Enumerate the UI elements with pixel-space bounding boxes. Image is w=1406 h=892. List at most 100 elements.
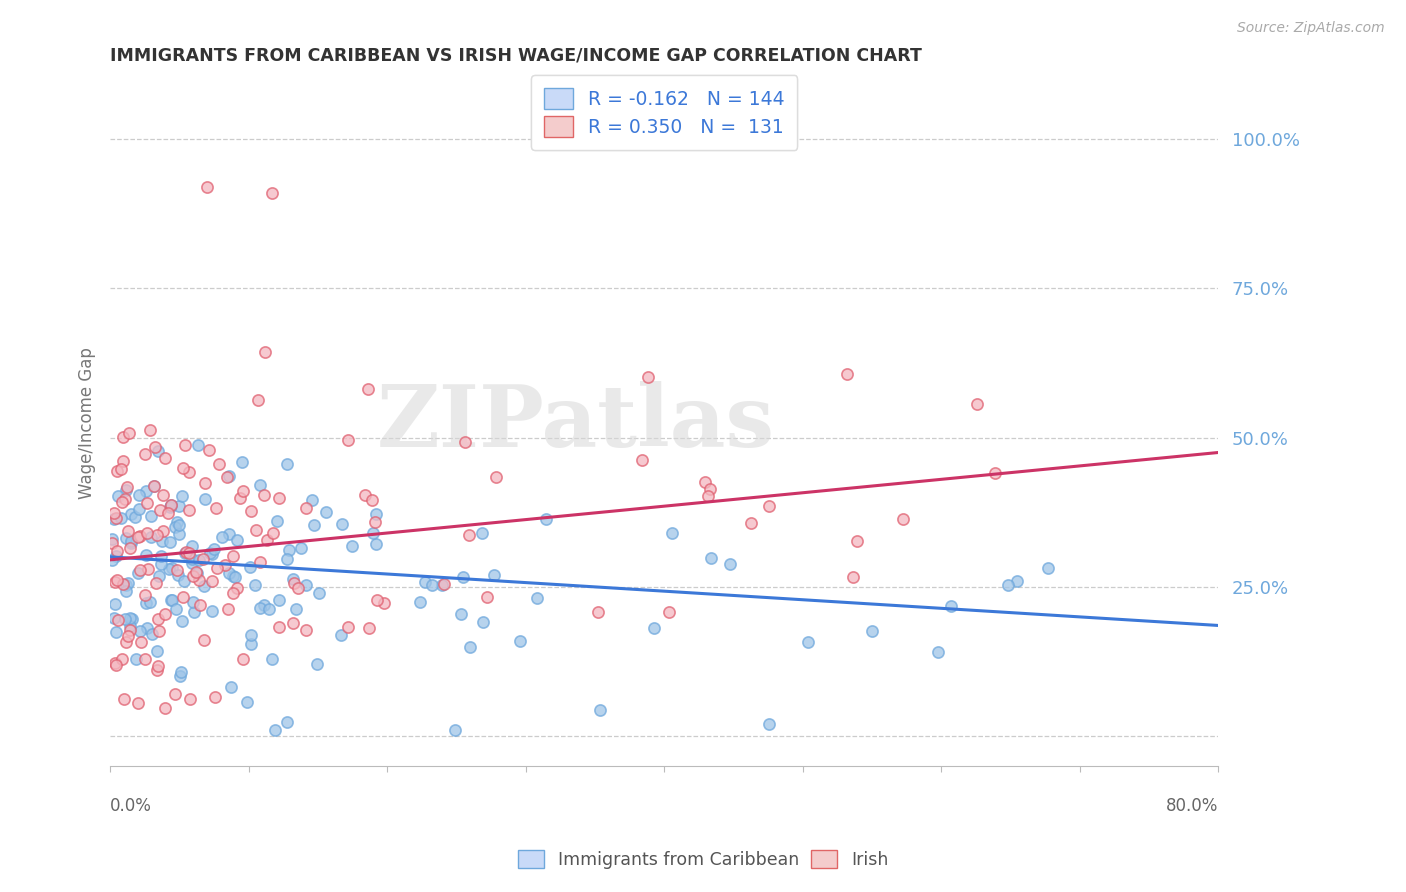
- Point: [112, 430, 135, 444]
- Point: [163, 520, 186, 534]
- Point: [181, 556, 204, 570]
- Point: [181, 569, 204, 583]
- Point: [484, 568, 506, 582]
- Point: [893, 511, 915, 525]
- Point: [276, 457, 298, 471]
- Point: [170, 489, 193, 503]
- Point: [217, 470, 239, 484]
- Legend: Immigrants from Caribbean, Irish: Immigrants from Caribbean, Irish: [510, 844, 896, 876]
- Point: [204, 690, 226, 704]
- Point: [643, 621, 665, 635]
- Point: [117, 524, 139, 538]
- Point: [758, 717, 780, 731]
- Point: [135, 548, 157, 562]
- Point: [115, 483, 138, 497]
- Point: [128, 502, 150, 516]
- Point: [860, 624, 883, 638]
- Point: [105, 624, 128, 639]
- Point: [135, 495, 157, 509]
- Point: [217, 601, 239, 615]
- Point: [160, 561, 183, 575]
- Text: ZIPatlas: ZIPatlas: [377, 381, 775, 465]
- Point: [526, 591, 548, 606]
- Point: [290, 541, 312, 556]
- Point: [100, 533, 122, 547]
- Point: [149, 503, 172, 517]
- Point: [127, 530, 149, 544]
- Point: [114, 635, 136, 649]
- Point: [166, 563, 188, 577]
- Point: [983, 467, 1005, 481]
- Point: [797, 635, 820, 649]
- Point: [202, 542, 225, 557]
- Point: [262, 525, 284, 540]
- Point: [262, 652, 284, 666]
- Point: [354, 488, 377, 502]
- Point: [253, 598, 276, 612]
- Point: [361, 492, 384, 507]
- Point: [1005, 574, 1028, 588]
- Point: [104, 574, 127, 589]
- Point: [294, 578, 316, 592]
- Point: [283, 616, 305, 631]
- Point: [304, 518, 326, 533]
- Text: 80.0%: 80.0%: [1166, 797, 1219, 814]
- Point: [697, 489, 720, 503]
- Point: [301, 492, 323, 507]
- Point: [120, 619, 142, 633]
- Point: [134, 446, 156, 460]
- Point: [145, 528, 167, 542]
- Point: [148, 624, 170, 638]
- Point: [172, 591, 194, 605]
- Point: [190, 598, 212, 612]
- Point: [179, 546, 201, 560]
- Point: [128, 563, 150, 577]
- Point: [315, 505, 337, 519]
- Point: [432, 578, 454, 592]
- Point: [337, 620, 360, 634]
- Point: [167, 517, 190, 532]
- Point: [637, 370, 659, 384]
- Point: [167, 568, 190, 582]
- Point: [658, 606, 681, 620]
- Point: [139, 595, 162, 609]
- Point: [458, 528, 481, 542]
- Point: [105, 464, 128, 478]
- Point: [283, 576, 305, 591]
- Point: [145, 576, 167, 591]
- Point: [340, 539, 363, 553]
- Point: [167, 526, 190, 541]
- Point: [409, 595, 432, 609]
- Point: [159, 534, 181, 549]
- Point: [149, 557, 172, 571]
- Point: [364, 537, 387, 551]
- Point: [208, 458, 231, 472]
- Point: [253, 488, 276, 502]
- Point: [150, 549, 173, 563]
- Point: [160, 593, 183, 607]
- Point: [128, 624, 150, 638]
- Point: [363, 515, 385, 529]
- Point: [631, 452, 654, 467]
- Point: [249, 555, 271, 569]
- Point: [224, 570, 246, 584]
- Point: [308, 586, 330, 600]
- Point: [373, 595, 395, 609]
- Point: [179, 692, 201, 706]
- Point: [115, 578, 138, 592]
- Point: [167, 499, 190, 513]
- Point: [183, 605, 205, 619]
- Point: [305, 657, 328, 672]
- Point: [281, 572, 304, 586]
- Point: [222, 568, 245, 582]
- Point: [253, 345, 276, 359]
- Y-axis label: Wage/Income Gap: Wage/Income Gap: [79, 347, 96, 499]
- Point: [135, 484, 157, 499]
- Point: [105, 544, 128, 558]
- Point: [160, 498, 183, 512]
- Point: [229, 491, 252, 506]
- Point: [100, 536, 122, 550]
- Point: [267, 619, 290, 633]
- Point: [129, 635, 152, 649]
- Point: [226, 533, 249, 547]
